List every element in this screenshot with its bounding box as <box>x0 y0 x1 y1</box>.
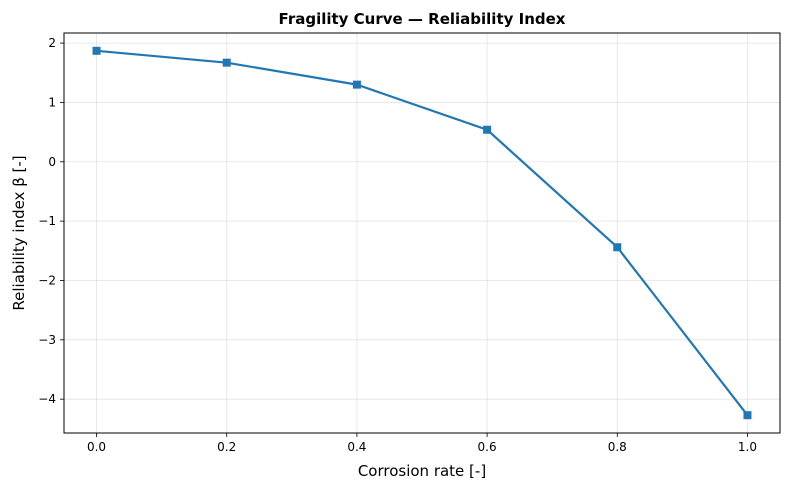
data-point <box>613 243 622 252</box>
x-tick-label: 0.6 <box>478 440 497 454</box>
y-tick-label: 0 <box>48 155 56 169</box>
x-tick-label: 0.0 <box>87 440 106 454</box>
data-point <box>352 80 361 89</box>
plot-frame <box>63 32 781 434</box>
data-point <box>743 411 752 420</box>
data-point <box>222 58 231 67</box>
y-tick-label: −2 <box>38 273 56 287</box>
x-tick-label: 0.8 <box>608 440 627 454</box>
y-axis: −4 −3 −2 −1 0 1 2 <box>38 36 64 406</box>
x-axis-label: Corrosion rate [-] <box>358 462 486 480</box>
x-tick-label: 0.4 <box>347 440 366 454</box>
data-point <box>483 125 492 134</box>
series-layer <box>92 46 752 420</box>
series-line <box>96 49 749 416</box>
grid <box>64 33 780 433</box>
x-tick-label: 0.2 <box>217 440 236 454</box>
y-tick-label: −3 <box>38 333 56 347</box>
y-tick-label: 2 <box>48 36 56 50</box>
x-tick-label: 1.0 <box>738 440 757 454</box>
y-tick-label: 1 <box>48 95 56 109</box>
y-tick-label: −1 <box>38 214 56 228</box>
data-point <box>92 46 101 55</box>
x-axis: 0.0 0.2 0.4 0.6 0.8 1.0 <box>87 433 757 454</box>
chart-title: Fragility Curve — Reliability Index <box>279 10 566 28</box>
y-tick-label: −4 <box>38 392 56 406</box>
y-axis-label: Reliability index β [-] <box>10 155 28 310</box>
